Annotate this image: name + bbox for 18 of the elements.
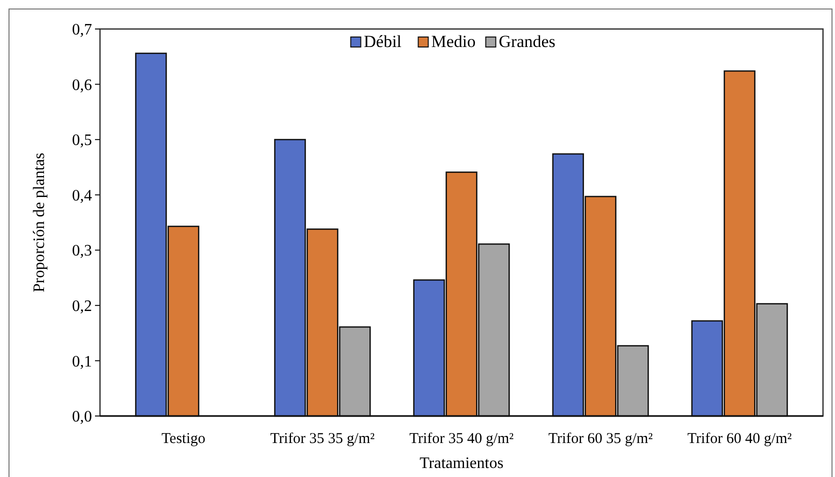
y-tick-label: 0,1 — [72, 353, 92, 370]
y-tick-label: 0,0 — [72, 408, 92, 426]
y-tick-label: 0,5 — [72, 132, 92, 150]
x-tick-label: Trifor 60 40 g/m² — [687, 431, 792, 447]
x-axis-title: Tratamientos — [420, 455, 504, 472]
x-tick-label: Trifor 60 35 g/m² — [548, 431, 654, 447]
y-tick-label: 0,4 — [72, 187, 92, 204]
x-tick-label: Trifor 35 35 g/m² — [270, 431, 376, 447]
y-tick-label: 0,3 — [72, 242, 92, 260]
y-tick-label: 0,7 — [72, 22, 92, 39]
y-axis-title: Proporción de plantas — [31, 152, 48, 292]
y-tick-label: 0,2 — [72, 298, 92, 316]
legend-label: Medio — [431, 32, 476, 51]
legend-label: Grandes — [498, 32, 556, 51]
x-tick-label: Testigo — [161, 431, 206, 447]
legend-label: Débil — [364, 32, 402, 51]
y-tick-label: 0,6 — [72, 76, 92, 94]
x-tick-label: Trifor 35 40 g/m² — [409, 431, 514, 447]
